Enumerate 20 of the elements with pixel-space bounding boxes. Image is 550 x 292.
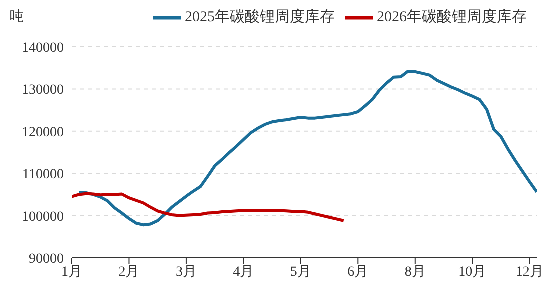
y-tick-label: 110000	[22, 168, 64, 183]
x-tick-label: 10月	[458, 264, 487, 280]
line-series	[78, 70, 537, 227]
legend-label: 2026年碳酸锂周度库存	[377, 9, 527, 26]
x-tick-label: 4月	[233, 264, 254, 280]
y-tick-label: 100000	[22, 210, 64, 225]
line-series	[72, 192, 346, 222]
y-tick-label: 90000	[29, 252, 64, 267]
y-tick-label: 140000	[22, 40, 64, 56]
x-tick-label: 1月	[62, 264, 82, 280]
x-tick-label: 2月	[118, 264, 140, 280]
y-tick-label: 120000	[22, 125, 64, 140]
y-axis-title: 吨	[10, 8, 24, 26]
x-tick-label: 12月	[516, 264, 544, 280]
x-tick-label: 5月	[290, 264, 312, 280]
x-tick-label: 8月	[404, 264, 426, 280]
legend-label: 2025年碳酸锂周度库存	[185, 9, 335, 26]
x-tick-label: 3月	[176, 264, 197, 280]
y-tick-label: 130000	[22, 83, 64, 98]
x-tick-label: 6月	[348, 264, 369, 280]
